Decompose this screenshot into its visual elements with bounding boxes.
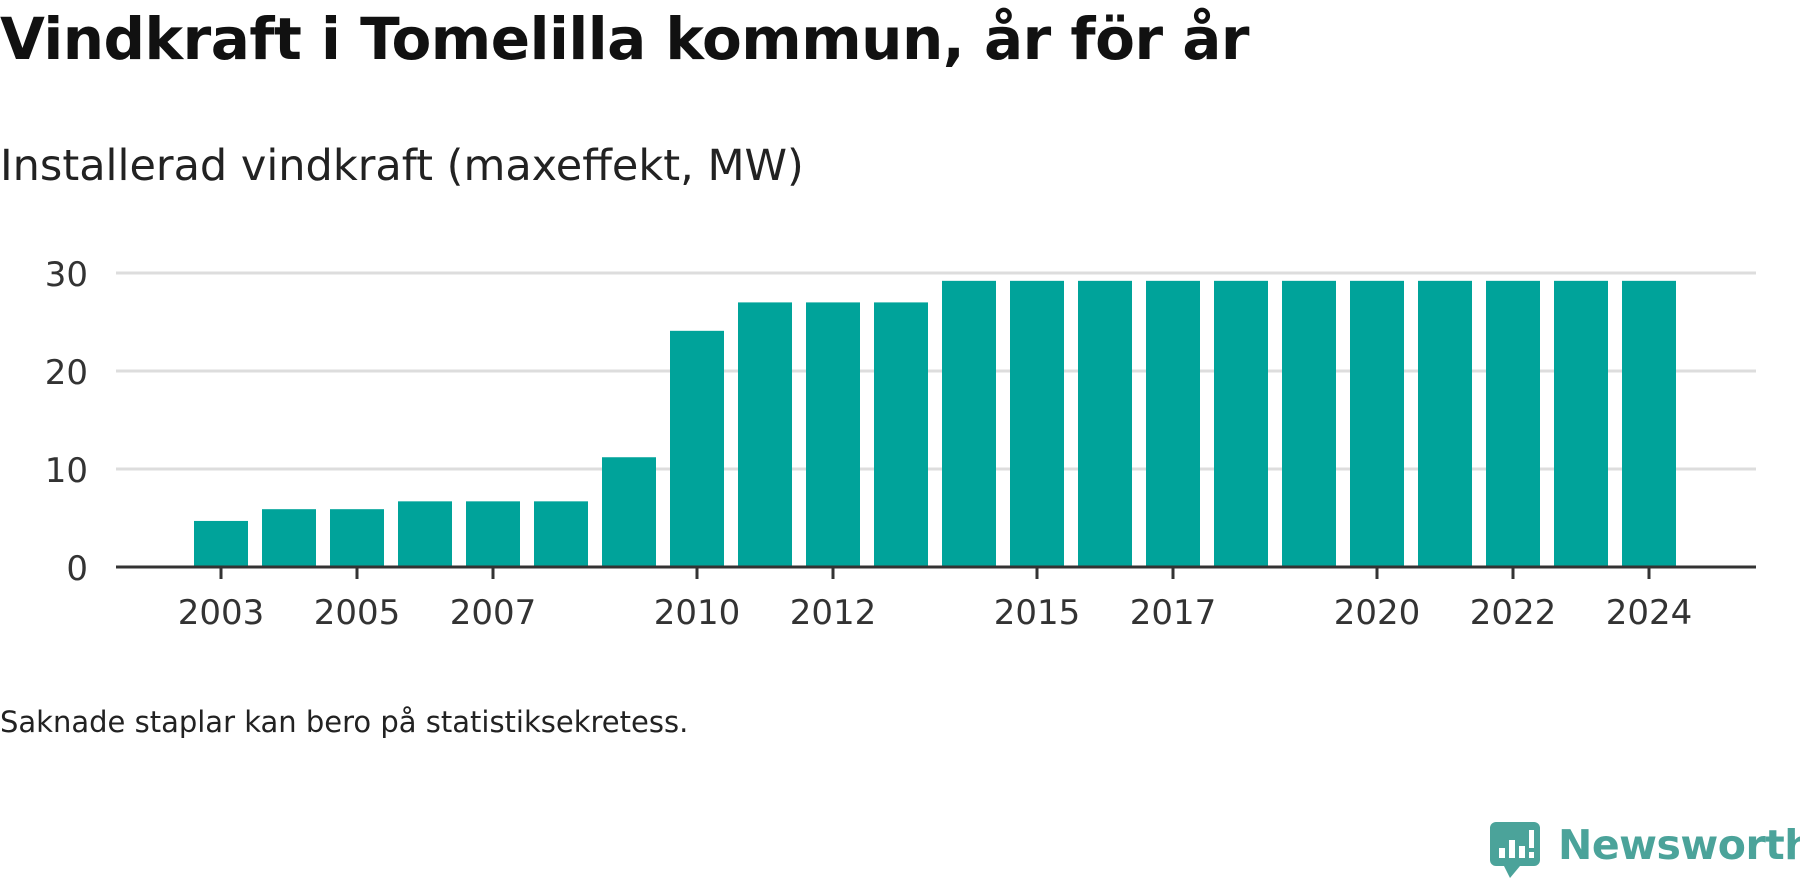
x-axis: 2003 2005 2007 2010 2012 2015 2017 2020 2022 2024 (116, 565, 1756, 633)
x-tick-label-2003: 2003 (178, 593, 265, 633)
bar-2009 (602, 457, 656, 567)
bar-2006 (398, 501, 452, 567)
bar-2016 (1078, 280, 1132, 567)
x-tick-label-2022: 2022 (1470, 593, 1557, 633)
y-tick-label: 30 (45, 255, 88, 295)
bar-2022 (1486, 280, 1540, 567)
bar-2005 (330, 509, 384, 567)
y-tick-label: 0 (66, 549, 88, 589)
y-tick-label: 10 (45, 451, 88, 491)
bar-2023 (1554, 280, 1608, 567)
bar-2019 (1282, 280, 1336, 567)
newsworthy-logo-text: Newsworthy (1558, 821, 1800, 869)
bar-2007 (466, 501, 520, 567)
chart-title: Vindkraft i Tomelilla kommun, år för år (0, 5, 1250, 73)
bar-chart: 0 10 20 30 2003 2005 2007 2010 2012 2015 2017 2020… (45, 255, 1756, 633)
x-tick-label-2024: 2024 (1606, 593, 1693, 633)
gridlines (116, 271, 1756, 471)
bar-2010 (670, 330, 724, 567)
bar-2017 (1146, 280, 1200, 567)
y-tick-label: 20 (45, 353, 88, 393)
x-tick-label-2017: 2017 (1130, 593, 1217, 633)
y-axis-labels: 0 10 20 30 (45, 255, 88, 589)
bar-2024 (1622, 280, 1676, 567)
x-tick-label-2012: 2012 (790, 593, 877, 633)
bar-2015 (1010, 280, 1064, 567)
x-tick-label-2005: 2005 (314, 593, 401, 633)
x-tick-label-2010: 2010 (654, 593, 741, 633)
newsworthy-logo[interactable]: Newsworthy (1490, 820, 1800, 878)
bar-2020 (1350, 280, 1404, 567)
x-tick-label-2007: 2007 (450, 593, 537, 633)
bar-2011 (738, 302, 792, 567)
bar-2018 (1214, 280, 1268, 567)
x-tick-label-2020: 2020 (1334, 593, 1421, 633)
bar-2004 (262, 509, 316, 567)
bar-2008 (534, 501, 588, 567)
bar-2014 (942, 280, 996, 567)
bar-2012 (806, 302, 860, 567)
bar-2013 (874, 302, 928, 567)
bar-2021 (1418, 280, 1472, 567)
footnote: Saknade staplar kan bero på statistiksek… (0, 705, 689, 739)
x-tick-label-2015: 2015 (994, 593, 1081, 633)
chart-subtitle: Installerad vindkraft (maxeffekt, MW) (0, 141, 804, 191)
newsworthy-logo-icon (1490, 822, 1540, 878)
bars (194, 280, 1676, 567)
bar-2003 (194, 520, 248, 567)
